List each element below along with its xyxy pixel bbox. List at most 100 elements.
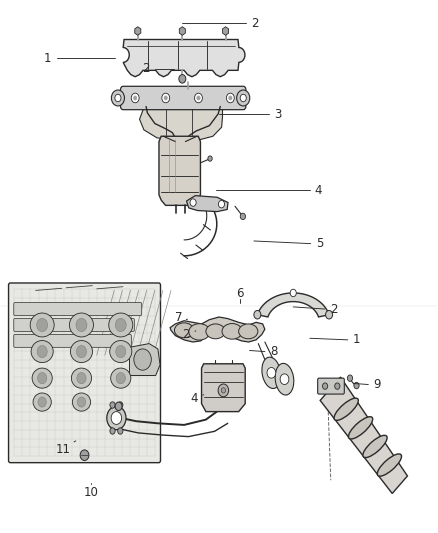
Text: 4: 4 (191, 392, 198, 405)
Polygon shape (201, 364, 245, 411)
Polygon shape (135, 27, 141, 35)
Polygon shape (179, 27, 185, 35)
Circle shape (347, 375, 353, 381)
Circle shape (190, 199, 196, 206)
FancyBboxPatch shape (14, 303, 142, 316)
Text: 1: 1 (44, 52, 52, 64)
Circle shape (280, 374, 289, 384)
Text: 5: 5 (316, 237, 323, 250)
Ellipse shape (111, 368, 131, 388)
Polygon shape (320, 377, 407, 494)
FancyBboxPatch shape (120, 86, 246, 110)
Circle shape (325, 310, 332, 319)
Text: 9: 9 (373, 378, 381, 391)
Circle shape (240, 213, 245, 220)
Text: 3: 3 (274, 108, 282, 121)
Polygon shape (159, 136, 201, 205)
Text: 10: 10 (84, 487, 99, 499)
Polygon shape (223, 27, 229, 35)
FancyBboxPatch shape (14, 319, 134, 332)
Circle shape (118, 428, 123, 434)
Circle shape (77, 373, 86, 384)
Circle shape (78, 397, 85, 407)
Polygon shape (187, 196, 228, 212)
Circle shape (110, 428, 115, 434)
Polygon shape (130, 344, 160, 375)
Ellipse shape (72, 393, 91, 411)
Ellipse shape (206, 324, 225, 339)
Text: 2: 2 (142, 62, 150, 75)
Ellipse shape (222, 324, 242, 339)
Text: 11: 11 (56, 443, 71, 456)
Circle shape (162, 93, 170, 103)
Ellipse shape (334, 398, 358, 421)
Circle shape (240, 94, 246, 102)
Circle shape (37, 318, 48, 332)
Ellipse shape (109, 313, 133, 337)
Circle shape (254, 310, 261, 319)
Circle shape (77, 345, 86, 358)
Circle shape (267, 368, 276, 378)
Ellipse shape (377, 454, 402, 476)
Ellipse shape (174, 323, 194, 338)
Text: 2: 2 (251, 17, 258, 29)
Circle shape (111, 411, 122, 424)
Circle shape (115, 94, 121, 102)
Ellipse shape (349, 417, 373, 439)
Text: 2: 2 (183, 328, 190, 341)
FancyBboxPatch shape (318, 378, 344, 394)
Circle shape (221, 387, 226, 393)
Ellipse shape (363, 435, 387, 458)
Circle shape (115, 318, 126, 332)
Polygon shape (258, 293, 329, 317)
Circle shape (116, 345, 126, 358)
FancyBboxPatch shape (14, 335, 131, 348)
Circle shape (219, 200, 225, 208)
Circle shape (194, 93, 202, 103)
Ellipse shape (110, 341, 132, 362)
FancyBboxPatch shape (9, 283, 160, 463)
Ellipse shape (31, 341, 53, 362)
Circle shape (80, 450, 89, 461)
Circle shape (322, 383, 328, 389)
Circle shape (38, 373, 47, 384)
Ellipse shape (33, 393, 51, 411)
Circle shape (354, 382, 359, 389)
Circle shape (76, 318, 87, 332)
Text: 4: 4 (315, 184, 322, 197)
Circle shape (118, 402, 123, 408)
Circle shape (115, 402, 122, 410)
Ellipse shape (70, 313, 93, 337)
Text: 6: 6 (236, 287, 244, 300)
Polygon shape (140, 108, 223, 141)
Circle shape (179, 75, 186, 83)
Ellipse shape (71, 341, 92, 362)
Ellipse shape (275, 364, 294, 395)
Text: 1: 1 (353, 333, 360, 346)
Circle shape (107, 406, 126, 430)
Text: 8: 8 (270, 345, 277, 358)
Ellipse shape (239, 324, 258, 339)
Circle shape (226, 93, 234, 103)
Ellipse shape (71, 368, 92, 388)
Ellipse shape (32, 368, 52, 388)
Text: 7: 7 (175, 311, 183, 324)
Circle shape (208, 156, 212, 161)
Ellipse shape (262, 357, 281, 389)
Text: 2: 2 (330, 303, 337, 316)
Circle shape (164, 96, 167, 100)
Circle shape (37, 345, 47, 358)
Ellipse shape (30, 313, 54, 337)
Circle shape (229, 96, 232, 100)
Circle shape (116, 373, 125, 384)
Circle shape (110, 402, 115, 408)
Ellipse shape (237, 90, 250, 106)
Circle shape (134, 349, 151, 370)
Circle shape (38, 397, 46, 407)
Ellipse shape (189, 324, 210, 340)
Circle shape (197, 96, 200, 100)
Circle shape (218, 384, 229, 397)
Circle shape (335, 383, 340, 389)
Polygon shape (123, 39, 245, 77)
Circle shape (134, 96, 137, 100)
